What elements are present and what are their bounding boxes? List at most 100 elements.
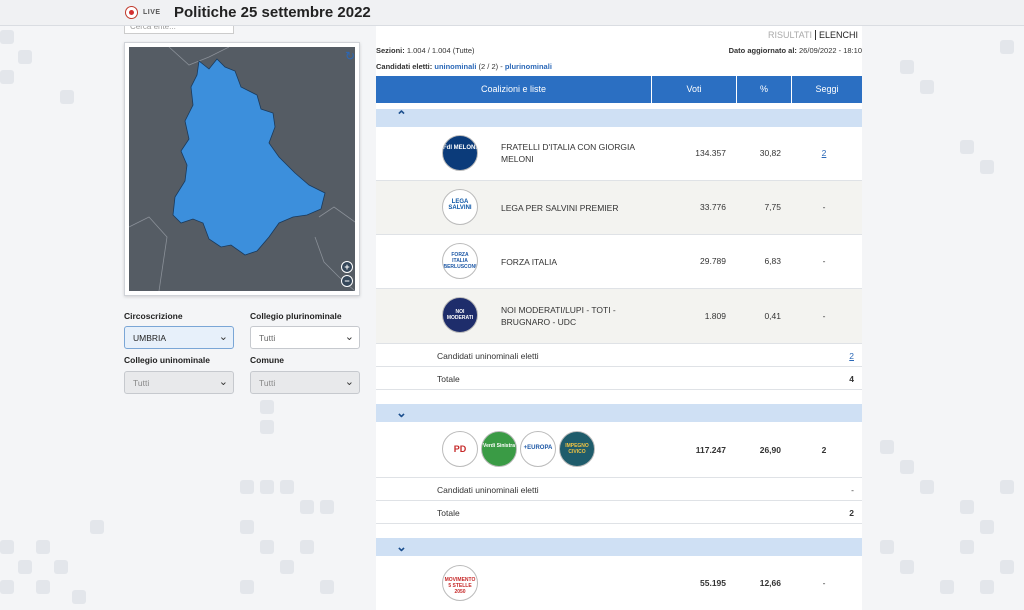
totale-row: Totale 2 — [376, 501, 862, 524]
coalition-pct: 12,66 — [759, 578, 781, 588]
impegno-civico-logo: IMPEGNO CIVICO — [559, 431, 595, 467]
uninominali-row: Candidati uninominali eletti - — [376, 478, 862, 501]
uninominali-link[interactable]: 2 — [849, 351, 854, 361]
region-map[interactable]: ↻ + − — [124, 42, 360, 296]
list-seggi: - — [822, 256, 826, 266]
list-voti: 33.776 — [700, 202, 726, 212]
list-voti: 134.357 — [695, 148, 726, 158]
coalition-toggle-3[interactable]: ⌄ — [376, 538, 862, 556]
table-row: NOI MODERATI NOI MODERATI/LUPI - TOTI - … — [376, 289, 862, 344]
fdi-logo: FdI MELONI — [442, 135, 478, 171]
seggi-link[interactable]: 2 — [821, 148, 827, 158]
table-row: MOVIMENTO 5 STELLE 2050 55.195 12,66 - — [376, 556, 862, 610]
uninominale-select[interactable]: Tutti ⌄ — [124, 371, 234, 394]
piu-europa-logo: +EUROPA — [520, 431, 556, 467]
uninominale-value: Tutti — [133, 378, 150, 388]
top-bar: LIVE Politiche 25 settembre 2022 — [0, 0, 1024, 26]
list-name: NOI MODERATI/LUPI - TOTI - BRUGNARO - UD… — [501, 305, 616, 327]
updated-label: Dato aggiornato al: — [728, 46, 797, 55]
chevron-down-icon: ⌄ — [344, 331, 354, 343]
background-pattern-right — [870, 20, 1024, 610]
zoom-in-icon[interactable]: + — [341, 261, 353, 273]
tab-elenchi[interactable]: ELENCHI — [818, 30, 858, 40]
circoscrizione-select[interactable]: UMBRIA ⌄ — [124, 326, 234, 349]
totale-row: Totale 4 — [376, 367, 862, 390]
table-row: PD Verdi Sinistra +EUROPA IMPEGNO CIVICO… — [376, 422, 862, 478]
table-row: FdI MELONI FRATELLI D'ITALIA CON GIORGIA… — [376, 127, 862, 181]
uninominali-label: Candidati uninominali eletti — [437, 485, 539, 495]
list-pct: 6,83 — [764, 256, 781, 266]
uninominali-label: Candidati uninominali eletti — [437, 351, 539, 361]
table-header: Coalizioni e liste Voti % Seggi — [376, 76, 862, 103]
view-tabs: RISULTATI ELENCHI — [767, 30, 858, 40]
background-pattern-left — [0, 20, 120, 610]
live-record-icon[interactable] — [125, 6, 138, 19]
list-pct: 0,41 — [764, 311, 781, 321]
list-voti: 1.809 — [704, 311, 726, 321]
chevron-down-icon: ⌄ — [344, 376, 354, 388]
coalition-pct: 26,90 — [759, 445, 781, 455]
m5s-logo: MOVIMENTO 5 STELLE 2050 — [442, 565, 478, 601]
plurinominali-link[interactable]: plurinominali — [504, 62, 552, 71]
uninominali-row: Candidati uninominali eletti 2 — [376, 344, 862, 367]
updated-value: 26/09/2022 - 18:10 — [799, 46, 862, 55]
eletti-label: Candidati eletti: — [376, 62, 433, 71]
comune-value: Tutti — [259, 378, 276, 388]
comune-select[interactable]: Tutti ⌄ — [250, 371, 360, 394]
sezioni-label: Sezioni: — [376, 46, 405, 55]
table-row: FORZA ITALIA BERLUSCONI FORZA ITALIA 29.… — [376, 235, 862, 289]
list-pct: 7,75 — [764, 202, 781, 212]
coalition-seggi: 2 — [821, 445, 827, 455]
eletti-count: (2 / 2) - — [478, 62, 503, 71]
totale-value: 2 — [849, 508, 854, 518]
tab-risultati[interactable]: RISULTATI — [767, 30, 816, 40]
list-name: FRATELLI D'ITALIA CON GIORGIA MELONI — [501, 142, 635, 164]
forza-italia-logo: FORZA ITALIA BERLUSCONI — [442, 243, 478, 279]
circoscrizione-label: Circoscrizione — [124, 311, 183, 321]
list-seggi: 2 — [786, 148, 862, 158]
uninominali-value: - — [851, 485, 854, 495]
header-seggi[interactable]: Seggi — [791, 76, 862, 103]
lega-logo: LEGA SALVINI — [442, 189, 478, 225]
plurinominale-label: Collegio plurinominale — [250, 311, 342, 321]
page-title: Politiche 25 settembre 2022 — [174, 4, 371, 21]
list-name: FORZA ITALIA — [501, 257, 558, 267]
totale-value: 4 — [849, 374, 854, 384]
header-voti[interactable]: Voti — [651, 76, 736, 103]
list-seggi: - — [822, 202, 826, 212]
chevron-down-icon: ⌄ — [218, 376, 228, 388]
results-panel: RISULTATI ELENCHI Sezioni: 1.004 / 1.004 … — [376, 0, 862, 610]
circoscrizione-value: UMBRIA — [133, 333, 167, 343]
list-voti: 29.789 — [700, 256, 726, 266]
live-label: LIVE — [143, 9, 161, 16]
zoom-out-icon[interactable]: − — [341, 275, 353, 287]
eletti-info: Candidati eletti: uninominali (2 / 2) - … — [376, 62, 552, 71]
left-panel: Cerca ente... ↻ + − Circoscrizione UMBRI… — [124, 14, 360, 610]
totale-label: Totale — [437, 374, 460, 384]
coalition-toggle-2[interactable]: ⌄ — [376, 404, 862, 422]
coalition-voti: 55.195 — [700, 578, 726, 588]
plurinominale-select[interactable]: Tutti ⌄ — [250, 326, 360, 349]
chevron-up-icon[interactable]: ⌃ — [396, 108, 407, 123]
pd-logo: PD — [442, 431, 478, 467]
chevron-down-icon: ⌄ — [218, 331, 228, 343]
list-seggi: - — [822, 311, 826, 321]
noi-moderati-logo: NOI MODERATI — [442, 297, 478, 333]
verdi-sinistra-logo: Verdi Sinistra — [481, 431, 517, 467]
chevron-down-icon[interactable]: ⌄ — [396, 539, 407, 554]
coalition-voti: 117.247 — [695, 445, 726, 455]
coalition-toggle-1[interactable]: ⌃ — [376, 108, 862, 127]
list-pct: 30,82 — [759, 148, 781, 158]
coalition-seggi: - — [822, 578, 826, 588]
sezioni-info: Sezioni: 1.004 / 1.004 (Tutte) — [376, 46, 475, 55]
uninominali-link[interactable]: uninominali — [434, 62, 477, 71]
totale-label: Totale — [437, 508, 460, 518]
list-name: LEGA PER SALVINI PREMIER — [501, 203, 619, 213]
header-coalizioni[interactable]: Coalizioni e liste — [480, 84, 547, 94]
chevron-down-icon[interactable]: ⌄ — [396, 405, 407, 420]
header-pct[interactable]: % — [736, 76, 791, 103]
umbria-map[interactable] — [129, 47, 355, 291]
refresh-icon[interactable]: ↻ — [344, 49, 355, 63]
table-row: LEGA SALVINI LEGA PER SALVINI PREMIER 33… — [376, 181, 862, 235]
region-umbria-shape — [172, 58, 326, 256]
